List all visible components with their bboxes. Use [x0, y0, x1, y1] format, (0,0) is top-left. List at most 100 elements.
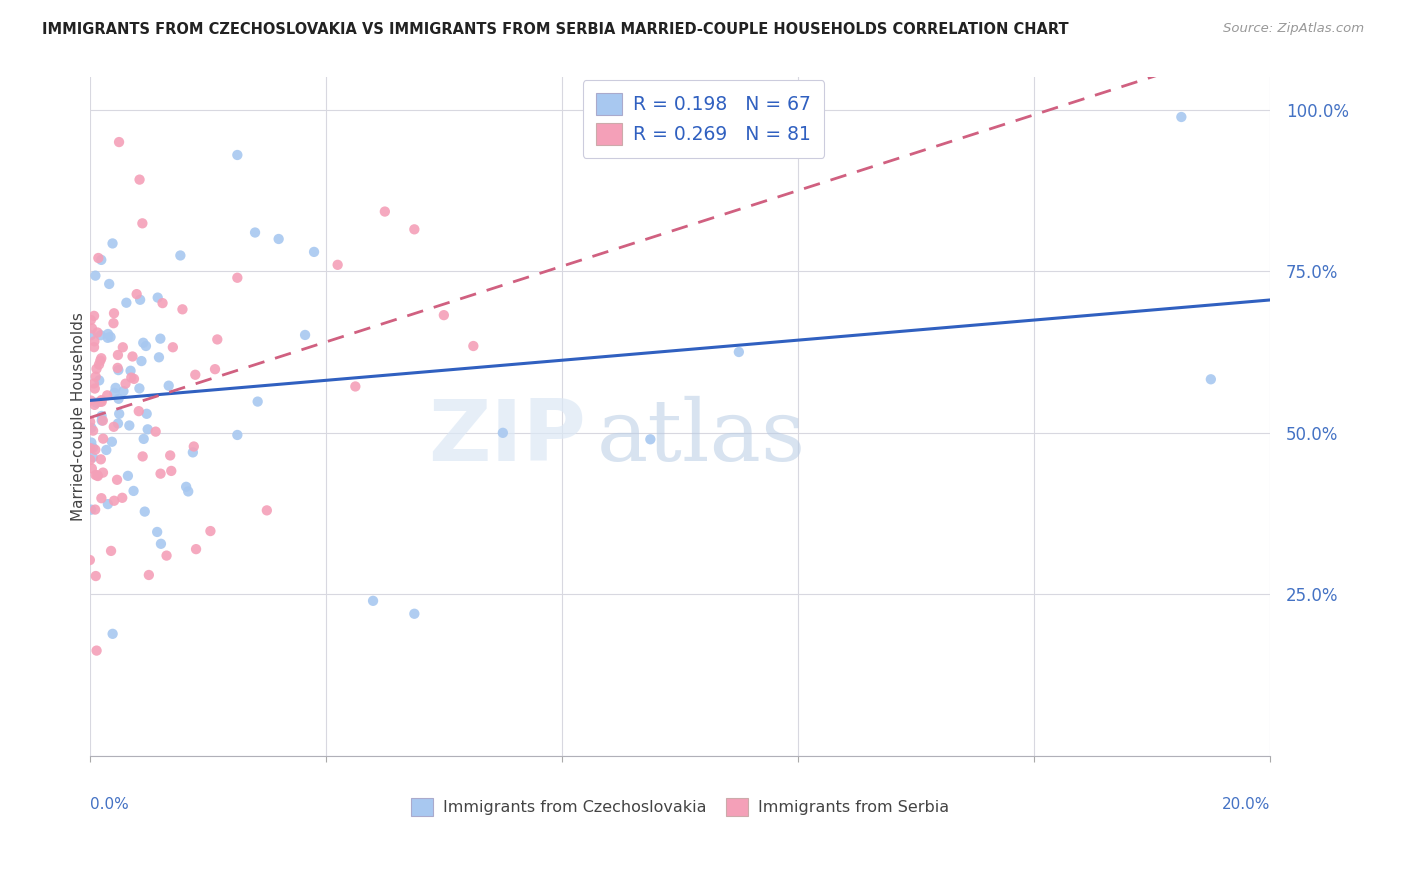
Immigrants from Serbia	[90, 491, 112, 506]
Immigrants from Czechoslovakia	[97, 497, 120, 511]
Immigrants from Czechoslovakia	[101, 627, 124, 641]
Immigrants from Serbia	[82, 424, 104, 438]
Immigrants from Czechoslovakia	[181, 445, 204, 459]
Immigrants from Serbia	[111, 340, 134, 354]
Immigrants from Czechoslovakia	[115, 295, 138, 310]
Text: Source: ZipAtlas.com: Source: ZipAtlas.com	[1223, 22, 1364, 36]
Legend: Immigrants from Czechoslovakia, Immigrants from Serbia: Immigrants from Czechoslovakia, Immigran…	[405, 791, 955, 822]
Immigrants from Czechoslovakia	[80, 421, 103, 435]
Immigrants from Czechoslovakia	[90, 413, 112, 427]
Immigrants from Czechoslovakia	[1170, 110, 1192, 124]
Immigrants from Czechoslovakia	[101, 236, 124, 251]
Immigrants from Serbia	[100, 544, 122, 558]
Immigrants from Czechoslovakia	[727, 345, 749, 359]
Text: 0.0%: 0.0%	[90, 797, 128, 812]
Immigrants from Serbia	[107, 360, 129, 375]
Immigrants from Serbia	[103, 316, 125, 330]
Immigrants from Czechoslovakia	[361, 594, 384, 608]
Immigrants from Serbia	[200, 524, 222, 538]
Immigrants from Serbia	[131, 216, 153, 230]
Immigrants from Serbia	[90, 394, 112, 409]
Immigrants from Serbia	[463, 339, 485, 353]
Immigrants from Serbia	[84, 369, 107, 384]
Immigrants from Serbia	[91, 466, 114, 480]
Immigrants from Serbia	[159, 449, 181, 463]
Immigrants from Czechoslovakia	[246, 394, 269, 409]
Immigrants from Serbia	[374, 204, 396, 219]
Immigrants from Serbia	[84, 442, 107, 457]
Immigrants from Czechoslovakia	[131, 354, 153, 368]
Immigrants from Serbia	[87, 469, 110, 483]
Immigrants from Czechoslovakia	[129, 293, 152, 307]
Immigrants from Serbia	[84, 502, 107, 516]
Immigrants from Serbia	[184, 368, 207, 382]
Immigrants from Serbia	[149, 467, 172, 481]
Immigrants from Czechoslovakia	[149, 537, 172, 551]
Immigrants from Czechoslovakia	[80, 435, 103, 450]
Immigrants from Serbia	[86, 361, 108, 376]
Immigrants from Serbia	[103, 493, 125, 508]
Immigrants from Czechoslovakia	[82, 450, 104, 465]
Immigrants from Serbia	[84, 569, 107, 583]
Immigrants from Czechoslovakia	[294, 328, 316, 343]
Immigrants from Czechoslovakia	[148, 351, 170, 365]
Immigrants from Czechoslovakia	[117, 468, 139, 483]
Immigrants from Serbia	[90, 393, 112, 408]
Immigrants from Czechoslovakia	[640, 432, 662, 446]
Immigrants from Serbia	[204, 362, 226, 376]
Immigrants from Serbia	[96, 388, 118, 402]
Immigrants from Czechoslovakia	[98, 277, 121, 291]
Immigrants from Serbia	[91, 414, 114, 428]
Immigrants from Serbia	[108, 135, 131, 149]
Immigrants from Serbia	[84, 467, 107, 482]
Immigrants from Serbia	[162, 340, 184, 354]
Text: IMMIGRANTS FROM CZECHOSLOVAKIA VS IMMIGRANTS FROM SERBIA MARRIED-COUPLE HOUSEHOL: IMMIGRANTS FROM CZECHOSLOVAKIA VS IMMIGR…	[42, 22, 1069, 37]
Immigrants from Serbia	[103, 419, 125, 434]
Immigrants from Czechoslovakia	[80, 328, 103, 343]
Immigrants from Czechoslovakia	[146, 524, 169, 539]
Immigrants from Serbia	[183, 440, 205, 454]
Immigrants from Serbia	[152, 296, 174, 310]
Immigrants from Serbia	[80, 393, 103, 408]
Immigrants from Czechoslovakia	[107, 392, 129, 406]
Immigrants from Serbia	[120, 370, 142, 384]
Immigrants from Czechoslovakia	[404, 607, 426, 621]
Immigrants from Czechoslovakia	[96, 442, 118, 457]
Immigrants from Serbia	[80, 461, 103, 475]
Immigrants from Serbia	[83, 334, 105, 349]
Immigrants from Czechoslovakia	[108, 407, 131, 421]
Immigrants from Serbia	[89, 395, 111, 409]
Immigrants from Czechoslovakia	[112, 384, 135, 398]
Immigrants from Serbia	[86, 326, 108, 340]
Immigrants from Serbia	[145, 425, 167, 439]
Immigrants from Czechoslovakia	[132, 335, 155, 350]
Text: ZIP: ZIP	[427, 395, 585, 478]
Immigrants from Czechoslovakia	[267, 232, 290, 246]
Immigrants from Czechoslovakia	[132, 432, 155, 446]
Immigrants from Czechoslovakia	[226, 148, 249, 162]
Immigrants from Czechoslovakia	[86, 395, 108, 409]
Immigrants from Czechoslovakia	[84, 268, 107, 283]
Immigrants from Serbia	[80, 321, 103, 335]
Immigrants from Serbia	[86, 643, 108, 657]
Immigrants from Serbia	[207, 333, 229, 347]
Immigrants from Serbia	[83, 398, 105, 412]
Immigrants from Czechoslovakia	[90, 409, 112, 423]
Immigrants from Czechoslovakia	[82, 441, 104, 455]
Immigrants from Czechoslovakia	[135, 407, 157, 421]
Immigrants from Serbia	[344, 379, 367, 393]
Y-axis label: Married-couple Households: Married-couple Households	[72, 312, 86, 521]
Immigrants from Czechoslovakia	[90, 328, 112, 343]
Immigrants from Czechoslovakia	[135, 339, 157, 353]
Immigrants from Serbia	[138, 568, 160, 582]
Text: atlas: atlas	[598, 395, 807, 479]
Immigrants from Serbia	[79, 553, 101, 567]
Immigrants from Czechoslovakia	[174, 480, 197, 494]
Immigrants from Serbia	[111, 491, 134, 505]
Immigrants from Serbia	[90, 351, 112, 366]
Immigrants from Serbia	[122, 372, 145, 386]
Immigrants from Serbia	[79, 453, 101, 467]
Immigrants from Czechoslovakia	[101, 434, 124, 449]
Immigrants from Serbia	[121, 350, 143, 364]
Immigrants from Czechoslovakia	[118, 418, 141, 433]
